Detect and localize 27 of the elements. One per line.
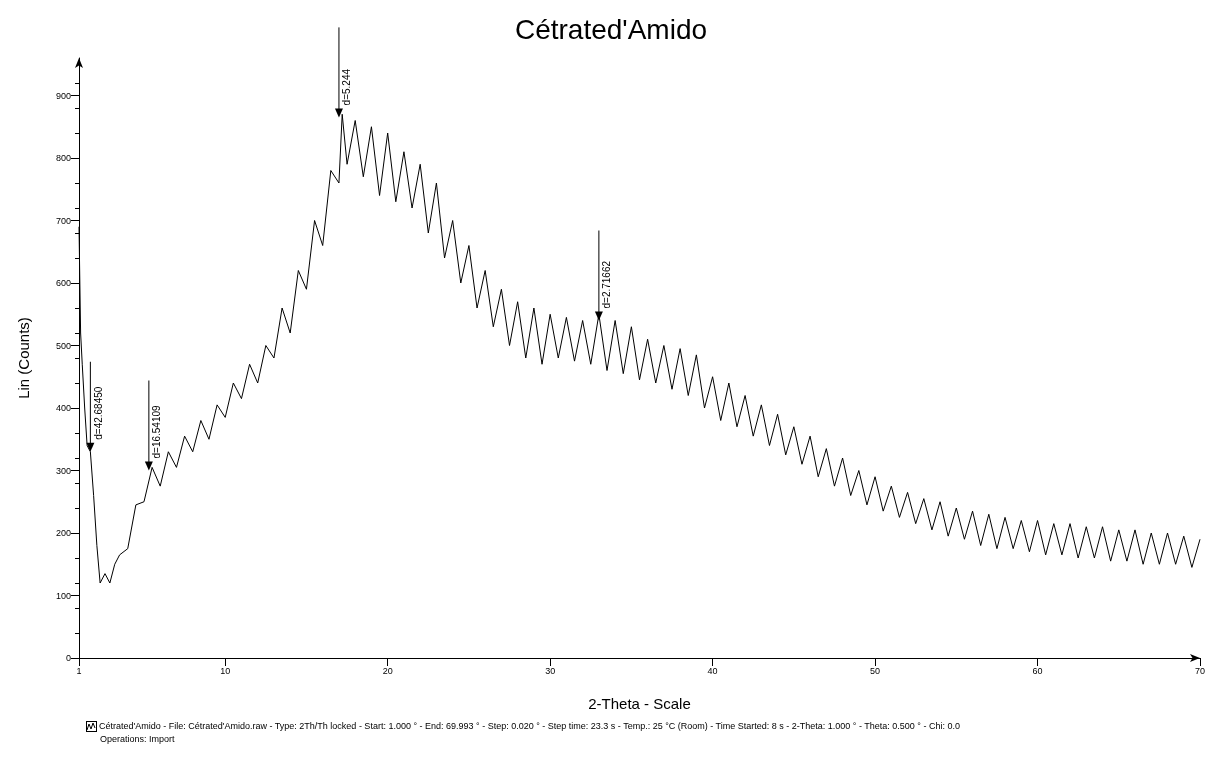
x-tick-label: 10	[220, 665, 231, 676]
annotation: d=42.68450	[92, 386, 104, 440]
x-tick-label: 70	[1194, 665, 1206, 676]
x-tick-label: 20	[382, 665, 393, 676]
y-tick-label: 200	[55, 528, 71, 538]
x-tick-label: 40	[707, 665, 718, 676]
x-tick-label: 30	[545, 665, 556, 676]
x-tick-label: 50	[870, 665, 881, 676]
y-tick-label: 500	[55, 340, 71, 351]
annotation: d=5.244	[341, 68, 353, 106]
y-tick-label: 0	[65, 653, 71, 663]
y-tick-label: 100	[55, 590, 71, 601]
x-tick-label: 60	[1032, 665, 1043, 676]
y-tick-label: 300	[55, 465, 71, 476]
y-tick-label: 400	[55, 403, 71, 413]
annotation: d=16.54109	[151, 404, 163, 459]
y-tick-label: 600	[55, 278, 71, 288]
chart-title: Cétrated'Amido	[514, 13, 708, 45]
y-tick-label: 900	[55, 90, 71, 101]
y-axis-title: Lin (Counts)	[15, 317, 32, 399]
y-tick-label: 700	[55, 215, 71, 226]
text: Cétrated'Amido - File: Cétrated'Amido.raw - Type: 2Th/Th locked - Start: 1.000 ° - End: 69.993 ° - Step: 0.020 ° - Step time: 23.3 s - Temp.: 25 °C (Room) - Time Started: 8 s - 2-Theta: 1.000 ° - Theta: 0.500 ° - Chi: 0.0	[99, 720, 960, 733]
text: Operations: Import	[100, 733, 175, 746]
x-tick-label: 1	[76, 665, 82, 676]
x-axis-title: 2-Theta - Scale	[588, 695, 691, 712]
y-tick-label: 800	[55, 153, 71, 163]
annotation: d=2.71662	[601, 260, 613, 309]
